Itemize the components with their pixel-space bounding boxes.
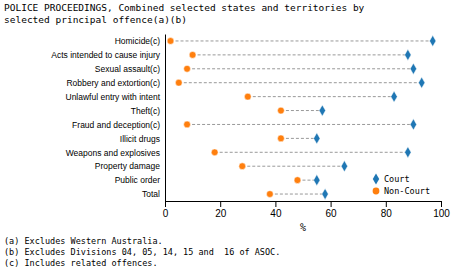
- point: [405, 49, 411, 60]
- legend-item: Court: [373, 173, 410, 184]
- point: [319, 105, 325, 116]
- point: [239, 163, 246, 170]
- tick-label: Fraud and deception(c): [72, 120, 160, 130]
- tick: Public order: [115, 175, 161, 185]
- tick: 100: [433, 201, 450, 219]
- tick-label: 0: [163, 208, 169, 219]
- chart: POLICE PROCEEDINGS, Combined selected st…: [0, 0, 453, 269]
- connector: [215, 152, 408, 153]
- connector: [171, 40, 433, 41]
- tick: Fraud and deception(c): [72, 120, 160, 130]
- point: [184, 121, 191, 128]
- marks: [167, 35, 436, 199]
- connector: [248, 96, 394, 97]
- point: [167, 38, 174, 45]
- tick-label: 60: [326, 208, 338, 219]
- tick: Theft(c): [131, 106, 160, 116]
- plot: 0 20 40 60 80 100 Homicide(c) Acts intended to …: [51, 35, 450, 220]
- tick-label: 100: [433, 208, 450, 219]
- tick-label: Total: [142, 189, 160, 199]
- tick-label: 80: [381, 208, 393, 219]
- point: [418, 77, 424, 88]
- tick-label: Public order: [115, 175, 161, 185]
- tick-label: Acts intended to cause injury: [51, 50, 160, 60]
- point: [410, 63, 416, 74]
- footnote: (c) Includes related offences.: [4, 258, 158, 268]
- point: [294, 177, 301, 184]
- tick-mark: [165, 201, 166, 207]
- legend-label: Non-Court: [384, 186, 430, 196]
- point: [189, 51, 196, 58]
- legend-symbol: [373, 188, 380, 195]
- connector: [187, 68, 413, 69]
- point: [410, 119, 416, 130]
- x-axis: 0 20 40 60 80 100: [163, 201, 451, 219]
- tick: Homicide(c): [115, 36, 161, 46]
- point: [278, 107, 285, 114]
- tick: 80: [381, 201, 393, 219]
- tick-mark: [220, 201, 221, 207]
- tick-label: 20: [215, 208, 227, 219]
- tick-label: Illicit drugs: [120, 134, 160, 144]
- tick: 60: [326, 201, 338, 219]
- tick: 20: [215, 201, 227, 219]
- tick-mark: [386, 201, 387, 207]
- point: [211, 149, 218, 156]
- tick: Sexual assault(c): [95, 64, 160, 74]
- tick-mark: [275, 201, 276, 207]
- tick-label: Property damage: [95, 161, 160, 171]
- axis-title: %: [300, 222, 306, 233]
- tick-label: Unlawful entry with intent: [66, 92, 161, 102]
- tick-label: 40: [270, 208, 282, 219]
- title: selected principal offence(a)(b): [4, 14, 187, 25]
- point: [278, 135, 285, 142]
- axis-line: [165, 35, 166, 202]
- tick-label: Weapons and explosives: [66, 148, 160, 158]
- tick: Unlawful entry with intent: [66, 92, 161, 102]
- legend-item: Non-Court: [373, 186, 430, 196]
- point: [244, 93, 251, 100]
- legend: Court Non-Court: [373, 173, 430, 196]
- tick-mark: [441, 201, 442, 207]
- connector: [270, 194, 325, 195]
- tick-label: Theft(c): [131, 106, 160, 116]
- point: [314, 175, 320, 186]
- tick: Acts intended to cause injury: [51, 50, 160, 60]
- tick-mark: [331, 201, 332, 207]
- tick-label: Homicide(c): [115, 36, 161, 46]
- tick-label: Sexual assault(c): [95, 64, 160, 74]
- tick: Total: [142, 189, 160, 199]
- connector: [281, 138, 317, 139]
- point: [314, 133, 320, 144]
- tick: 0: [163, 201, 169, 219]
- legend-symbol: [373, 173, 379, 184]
- point: [175, 79, 182, 86]
- connector: [179, 82, 422, 83]
- point: [266, 191, 273, 198]
- point: [391, 91, 397, 102]
- point: [322, 188, 328, 199]
- connector: [193, 54, 408, 55]
- tick: Property damage: [95, 161, 160, 171]
- tick: Weapons and explosives: [66, 148, 160, 158]
- connector: [281, 110, 322, 111]
- tick: 40: [270, 201, 282, 219]
- footnote: (b) Excludes Divisions 04, 05, 14, 15 an…: [4, 247, 280, 257]
- point: [405, 147, 411, 158]
- tick: Robbery and extortion(c): [66, 78, 160, 88]
- tick-label: Robbery and extortion(c): [66, 78, 160, 88]
- legend-label: Court: [384, 174, 410, 184]
- axis-line: [166, 202, 442, 208]
- point: [429, 35, 435, 46]
- point: [184, 65, 191, 72]
- tick: Illicit drugs: [120, 134, 160, 144]
- y-axis: Homicide(c) Acts intended to cause injury…: [51, 35, 165, 202]
- connector: [187, 124, 413, 125]
- point: [341, 161, 347, 172]
- connector: [242, 166, 344, 167]
- footnote: (a) Excludes Western Australia.: [4, 236, 163, 246]
- title: POLICE PROCEEDINGS, Combined selected st…: [4, 2, 365, 13]
